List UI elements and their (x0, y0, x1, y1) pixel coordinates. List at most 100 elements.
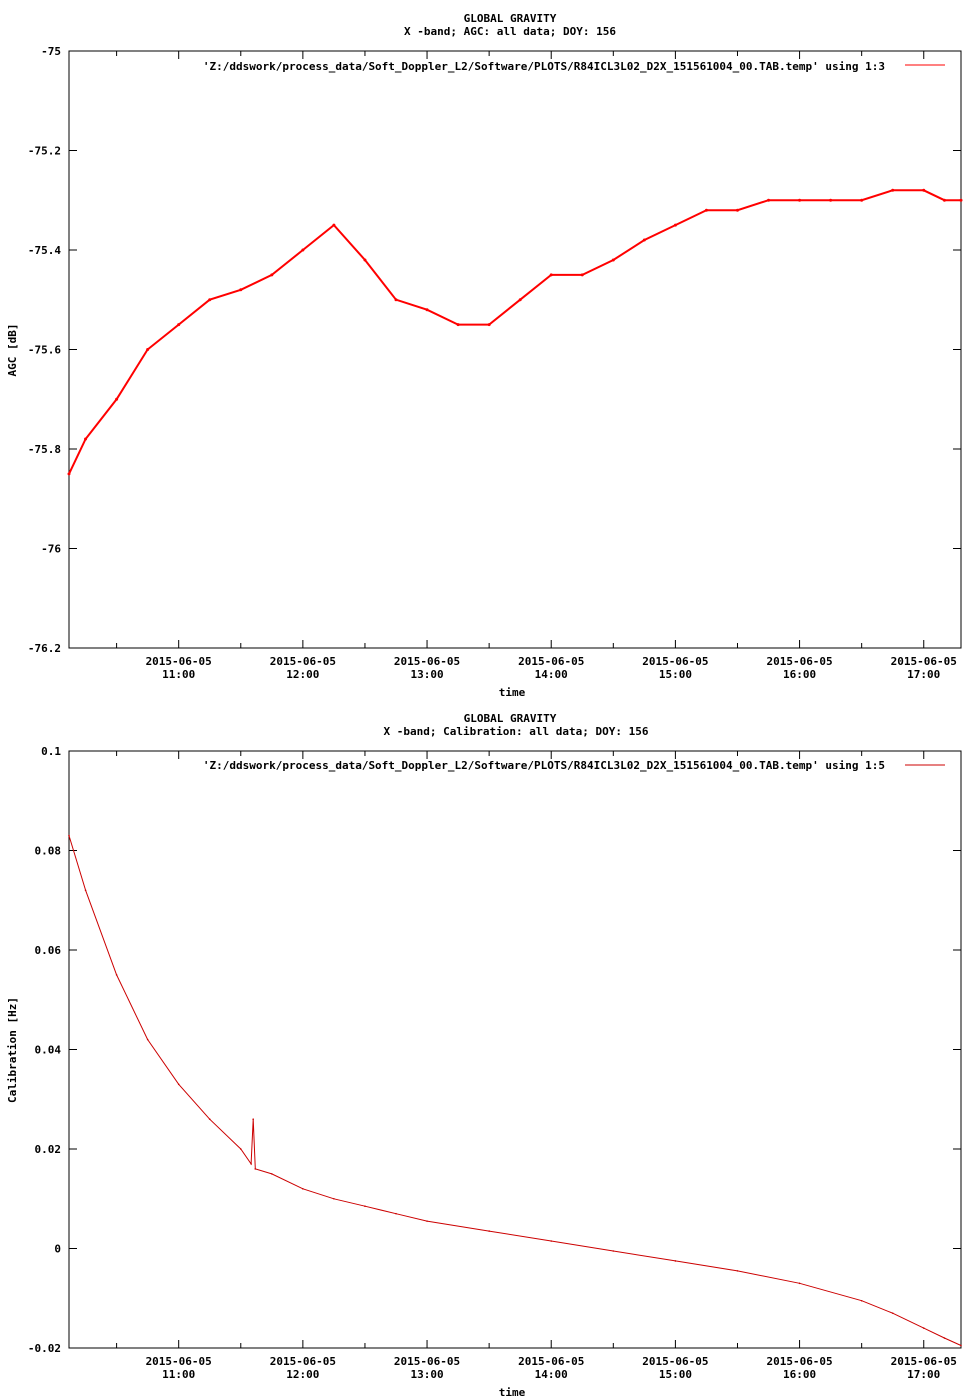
data-point (735, 208, 739, 212)
agc-chart: GLOBAL GRAVITY X -band; AGC: all data; D… (6, 12, 963, 699)
data-point (959, 198, 963, 202)
data-point (363, 258, 367, 262)
plot-frame (68, 750, 962, 1349)
x-tick-time: 12:00 (286, 668, 319, 681)
x-tick-date: 2015-06-05 (270, 655, 336, 668)
x-tick-time: 15:00 (659, 1368, 692, 1381)
data-point (426, 1220, 428, 1222)
x-tick-date: 2015-06-05 (146, 655, 212, 668)
chart-title: GLOBAL GRAVITY (464, 712, 557, 725)
data-point (736, 1270, 739, 1272)
data-point (960, 1344, 962, 1347)
series-line (68, 189, 961, 475)
data-point (891, 1312, 894, 1314)
chart-subtitle: X -band; AGC: all data; DOY: 156 (404, 25, 616, 38)
y-axis-label: Calibration [Hz] (6, 997, 19, 1103)
y-tick-label: -75.6 (28, 344, 61, 357)
x-tick-date: 2015-06-05 (891, 1355, 957, 1368)
data-point (488, 1230, 490, 1232)
data-point (302, 1188, 304, 1190)
x-tick-time: 17:00 (907, 668, 940, 681)
y-tick-label: 0.04 (35, 1044, 62, 1057)
x-tick-date: 2015-06-05 (394, 1355, 460, 1368)
data-point (252, 1118, 254, 1120)
y-tick-label: -76.2 (28, 642, 61, 655)
x-tick-date: 2015-06-05 (270, 1355, 336, 1368)
y-tick-label: 0.06 (35, 944, 62, 957)
data-point (487, 323, 491, 327)
plot-frame (68, 50, 962, 649)
data-point (860, 1299, 863, 1302)
data-point (942, 198, 946, 202)
y-tick-label: 0.02 (35, 1143, 62, 1156)
x-tick-time: 11:00 (162, 1368, 195, 1381)
data-point (425, 308, 429, 312)
x-tick-time: 17:00 (907, 1368, 940, 1381)
data-point (580, 273, 584, 277)
data-point (208, 1118, 211, 1120)
data-point (84, 437, 88, 441)
x-tick-time: 16:00 (783, 1368, 816, 1381)
data-point (829, 198, 833, 202)
series-line (68, 835, 962, 1346)
y-tick-label: 0.08 (35, 845, 62, 858)
data-point (208, 298, 212, 302)
data-point (146, 348, 150, 351)
x-axis-label: time (499, 686, 526, 699)
x-tick-time: 15:00 (659, 668, 692, 681)
x-tick-date: 2015-06-05 (146, 1355, 212, 1368)
x-tick-time: 13:00 (410, 668, 443, 681)
data-point (943, 1337, 946, 1339)
y-tick-label: -75.4 (28, 244, 61, 257)
x-tick-time: 16:00 (783, 668, 816, 681)
x-tick-date: 2015-06-05 (766, 655, 832, 668)
data-point (146, 1038, 149, 1041)
y-tick-label: 0.1 (41, 745, 61, 758)
legend-label: 'Z:/ddswork/process_data/Soft_Doppler_L2… (203, 759, 885, 772)
data-point (767, 198, 771, 202)
data-point (177, 323, 181, 327)
data-point (68, 834, 70, 837)
data-point (364, 1205, 366, 1208)
data-point (860, 198, 864, 202)
x-tick-date: 2015-06-05 (891, 655, 957, 668)
x-tick-time: 11:00 (162, 668, 195, 681)
x-tick-date: 2015-06-05 (518, 1355, 584, 1368)
y-tick-label: 0 (54, 1243, 61, 1256)
x-tick-date: 2015-06-05 (766, 1355, 832, 1368)
x-tick-date: 2015-06-05 (642, 655, 708, 668)
x-tick-time: 13:00 (410, 1368, 443, 1381)
data-point (270, 273, 274, 277)
data-point (612, 1250, 615, 1252)
data-point (611, 258, 615, 262)
calibration-chart: GLOBAL GRAVITY X -band; Calibration: all… (6, 712, 962, 1399)
data-point (518, 298, 522, 302)
y-tick-label: -75 (41, 45, 61, 58)
data-point (239, 288, 243, 292)
x-tick-time: 14:00 (535, 1368, 568, 1381)
chart-subtitle: X -band; Calibration: all data; DOY: 156 (384, 725, 649, 738)
data-point (922, 188, 926, 192)
data-point (798, 198, 802, 202)
y-tick-label: -0.02 (28, 1342, 61, 1355)
data-point (674, 1260, 677, 1262)
data-point (704, 208, 708, 212)
data-point (394, 298, 398, 302)
data-point (673, 223, 677, 227)
x-tick-time: 12:00 (286, 1368, 319, 1381)
data-point (456, 323, 460, 327)
x-tick-date: 2015-06-05 (518, 655, 584, 668)
x-axis-label: time (499, 1386, 526, 1399)
data-point (250, 1163, 252, 1165)
data-point (271, 1173, 273, 1175)
x-tick-date: 2015-06-05 (642, 1355, 708, 1368)
chart-title: GLOBAL GRAVITY (464, 12, 557, 25)
data-point (332, 223, 336, 227)
data-point (254, 1168, 257, 1170)
data-point (301, 248, 305, 252)
y-tick-label: -75.8 (28, 443, 61, 456)
data-point (642, 238, 646, 242)
data-point (395, 1212, 397, 1215)
data-point (67, 472, 71, 476)
y-tick-label: -75.2 (28, 145, 61, 158)
